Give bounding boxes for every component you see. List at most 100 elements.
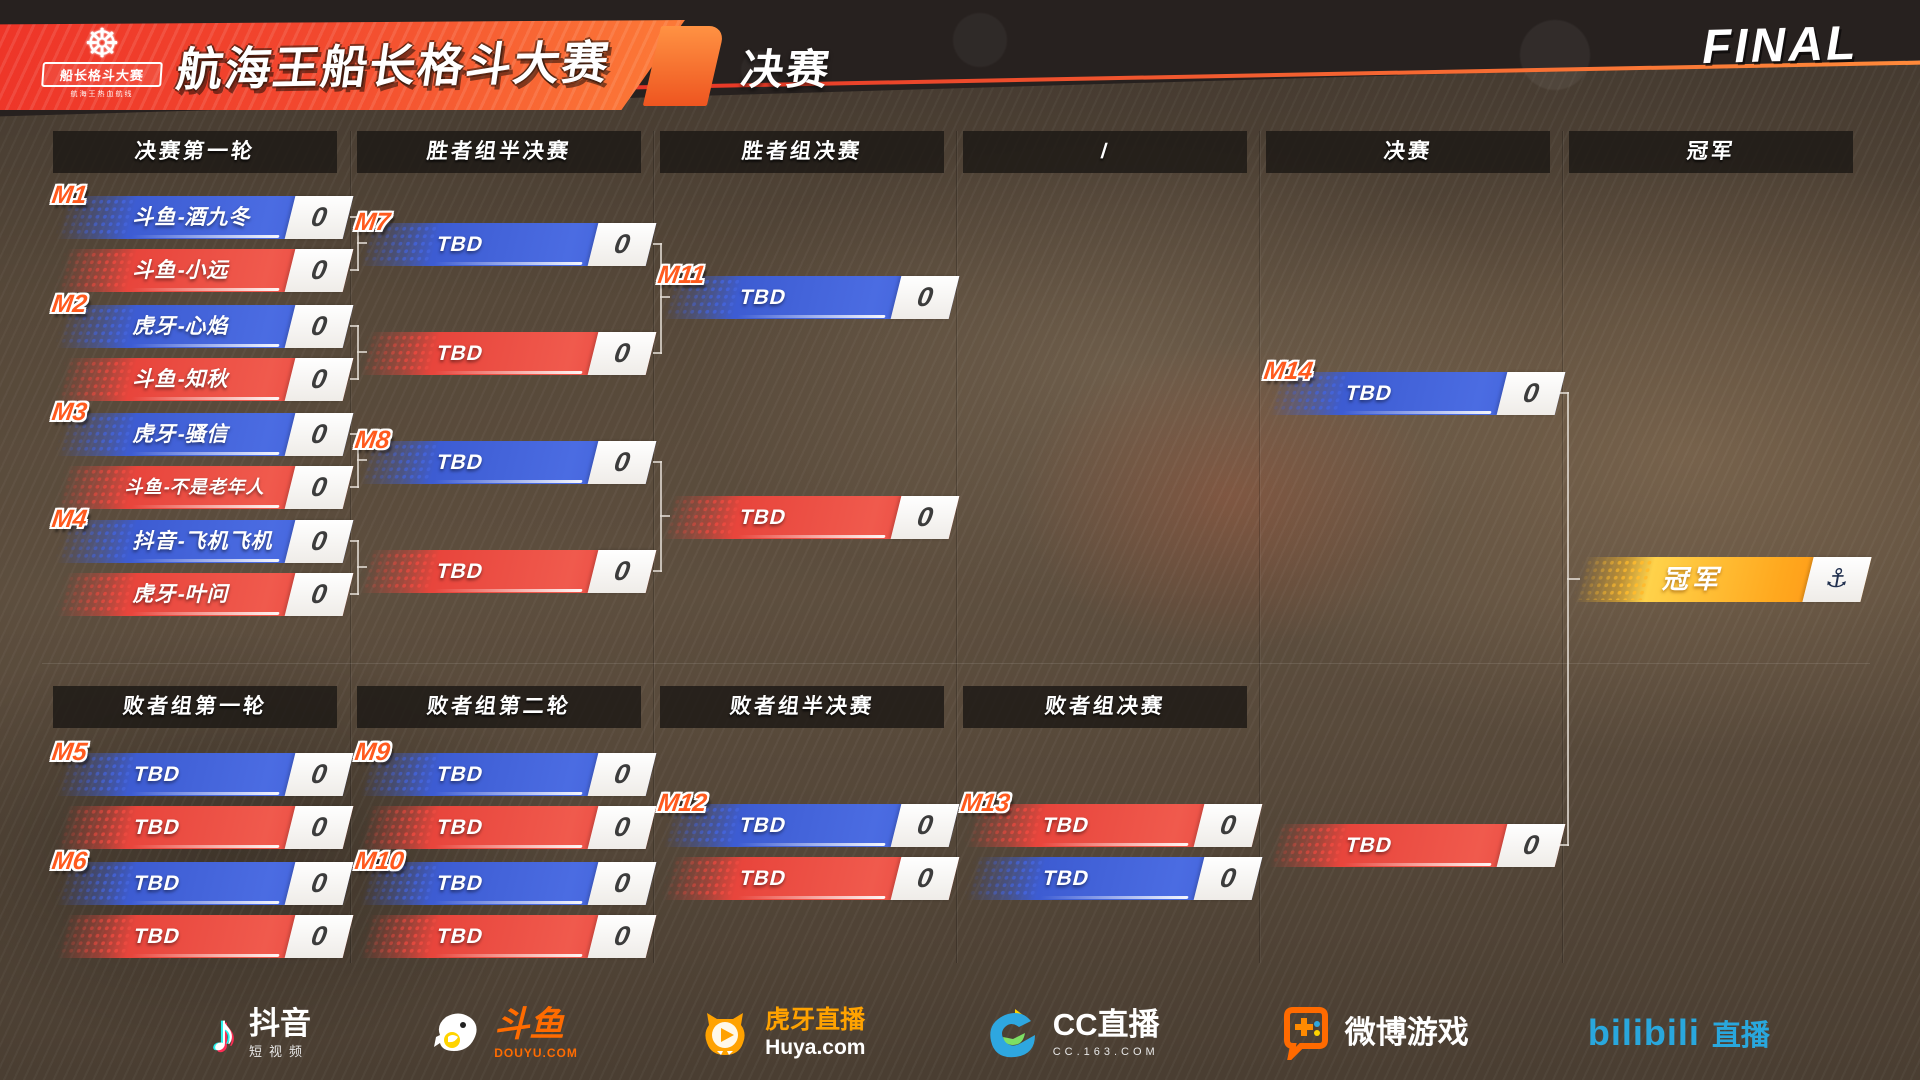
column-header-upper-4: / [963, 131, 1247, 173]
match-label-m4: M4 [50, 505, 89, 533]
cc-name: CC直播 [1052, 1006, 1160, 1042]
score-box: 0 [890, 804, 960, 847]
match-bar-m11-top: M11 TBD 0 [656, 261, 960, 319]
score-value: 0 [611, 868, 633, 898]
score-value: 0 [1520, 378, 1542, 408]
sponsor-huya: 虎牙直播 Huya.com [697, 1005, 865, 1061]
match-label-m5: M5 [50, 738, 89, 766]
score-value: 0 [914, 863, 936, 893]
cc-subtitle: CC.163.COM [1052, 1046, 1159, 1058]
halftone-decoration [354, 334, 438, 373]
champion-label: 冠军 [1660, 564, 1728, 594]
sponsor-weibo-game: 微博游戏 [1279, 1006, 1469, 1060]
score-value: 0 [611, 556, 633, 586]
halftone-decoration [51, 808, 135, 847]
match-bar-m10-top: M10 TBD 0 [353, 847, 657, 905]
match-bar-m5-bottom: TBD 0 [51, 806, 354, 849]
halftone-decoration [1263, 826, 1347, 865]
match-bar-m4-top: M4 抖音-飞机飞机 0 [50, 505, 354, 563]
score-box: 0 [284, 305, 354, 348]
match-label-m13: M13 [959, 789, 1012, 817]
score-value: 0 [308, 812, 330, 842]
column-divider [653, 131, 654, 963]
player-name: 虎牙-叶问 [131, 583, 233, 606]
match-label-m2: M2 [50, 290, 89, 318]
score-value: 0 [611, 812, 633, 842]
score-value: 0 [1217, 810, 1239, 840]
weibo-game-name: 微博游戏 [1344, 1014, 1469, 1050]
bracket-connector [357, 242, 367, 244]
score-value: 0 [308, 311, 330, 341]
bracket-connector [357, 566, 367, 568]
title-banner [0, 20, 685, 110]
score-box: 0 [587, 862, 657, 905]
logo-subtitle: 航海王热血航线 [70, 91, 134, 98]
player-name: TBD [434, 451, 487, 474]
bracket-connector [660, 243, 662, 354]
match-bar-m1-bottom: 斗鱼-小远 0 [51, 249, 354, 292]
douyin-icon: ♪ [210, 1003, 237, 1063]
player-name: TBD [1343, 834, 1396, 857]
score-value: 0 [308, 868, 330, 898]
score-box: 0 [587, 441, 657, 484]
bracket-connector [653, 352, 662, 354]
player-name: TBD [1040, 814, 1093, 837]
score-box: 0 [284, 249, 354, 292]
player-name: TBD [1343, 382, 1396, 405]
match-bar-m6-bottom: TBD 0 [51, 915, 354, 958]
halftone-decoration [354, 552, 438, 591]
score-box: 0 [587, 753, 657, 796]
halftone-decoration [657, 859, 741, 898]
halftone-decoration [354, 917, 438, 956]
bracket-connector [653, 570, 662, 572]
match-bar-m5-top: M5 TBD 0 [50, 738, 354, 796]
score-value: 0 [308, 759, 330, 789]
score-box: 0 [1496, 372, 1566, 415]
match-bar-m12-bottom: TBD 0 [657, 857, 960, 900]
match-bar-m9-bottom: TBD 0 [354, 806, 657, 849]
score-box: 0 [587, 915, 657, 958]
column-divider [350, 131, 351, 963]
sponsor-douyin: ♪ 抖音 短视频 [210, 1002, 311, 1064]
douyu-subtitle: DOUYU.COM [494, 1045, 578, 1060]
ship-wheel-icon: ☸ [84, 22, 120, 66]
column-divider [1562, 131, 1563, 963]
halftone-decoration [51, 360, 135, 399]
score-box: 0 [890, 496, 960, 539]
halftone-decoration [51, 917, 135, 956]
score-box: 0 [1193, 857, 1263, 900]
column-header-lower-4: 败者组决赛 [963, 686, 1247, 728]
bracket-connector [350, 433, 359, 435]
douyu-fish-icon [434, 1013, 477, 1051]
player-name: TBD [1040, 867, 1093, 890]
score-box: 0 [284, 573, 354, 616]
huya-tiger-icon [705, 1013, 745, 1055]
page-title: 航海王船长格斗大赛 [173, 36, 614, 96]
champion-anchor-box: ⚓ [1802, 557, 1872, 602]
cc-live-icon [989, 1009, 1035, 1058]
player-name: TBD [737, 286, 790, 309]
match-label-m1: M1 [50, 181, 89, 209]
match-bar-m8-bottom: TBD 0 [354, 550, 657, 593]
bilibili-live-label: 直播 [1711, 1020, 1770, 1052]
score-box: 0 [284, 862, 354, 905]
match-bar-m12-top: M12 TBD 0 [656, 789, 960, 847]
bracket-connector [653, 461, 662, 463]
bracket-connector [350, 486, 359, 488]
score-value: 0 [308, 202, 330, 232]
score-box: 0 [1193, 804, 1263, 847]
column-header-lower-1: 败者组第一轮 [53, 686, 337, 728]
score-value: 0 [914, 502, 936, 532]
score-box: 0 [284, 520, 354, 563]
match-bar-m10-bottom: TBD 0 [354, 915, 657, 958]
player-name: TBD [131, 763, 184, 786]
sponsor-bilibili: bilibili 直播 [1588, 1012, 1770, 1054]
column-divider [956, 131, 957, 963]
halftone-decoration [51, 251, 135, 290]
match-bar-m4-bottom: 虎牙-叶问 0 [51, 573, 354, 616]
match-label-m7: M7 [353, 208, 392, 236]
score-value: 0 [611, 759, 633, 789]
match-bar-m2-top: M2 虎牙-心焰 0 [50, 290, 354, 348]
player-name: TBD [434, 872, 487, 895]
sponsor-douyu: 斗鱼 DOUYU.COM [430, 1006, 578, 1060]
